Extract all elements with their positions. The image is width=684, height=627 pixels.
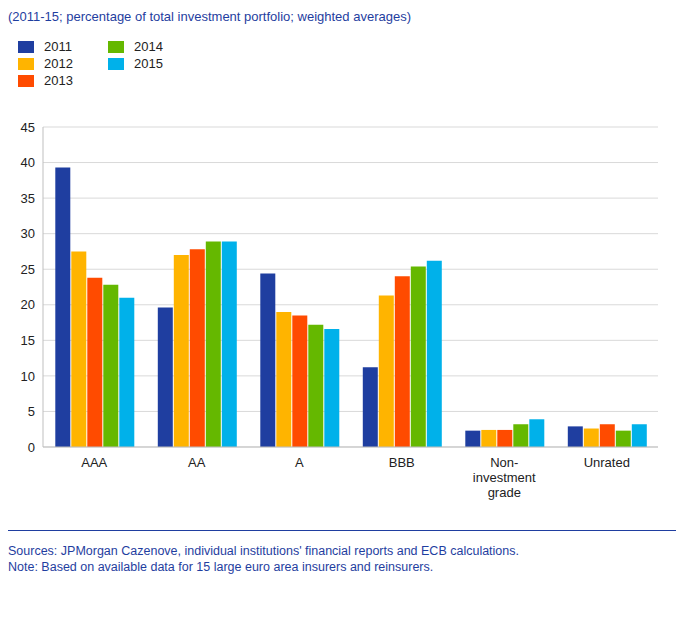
html-text:2013: 2013: [44, 73, 73, 88]
svg-text:35: 35: [21, 191, 35, 206]
html-text:2012: 2012: [44, 56, 73, 71]
html-text:(2011-15; percentage of total: (2011-15; percentage of total investment…: [8, 9, 411, 24]
svg-text:20: 20: [21, 297, 35, 312]
svg-text:AAA: AAA: [81, 455, 107, 470]
html-text:Note: Based on available data: Note: Based on available data for 15 lar…: [8, 560, 434, 574]
svg-text:10: 10: [21, 369, 35, 384]
html-text:2014: 2014: [134, 39, 163, 54]
html-text:Sources: JPMorgan Cazenove, in: Sources: JPMorgan Cazenove, individual i…: [8, 544, 519, 558]
svg-text:AA: AA: [188, 455, 206, 470]
svg-text:40: 40: [21, 155, 35, 170]
svg-text:0: 0: [28, 440, 35, 455]
svg-text:Unrated: Unrated: [584, 455, 630, 470]
html-text:2011: 2011: [44, 39, 72, 54]
html-text:2015: 2015: [134, 56, 163, 71]
svg-text:15: 15: [21, 333, 35, 348]
svg-text:5: 5: [28, 404, 35, 419]
svg-text:25: 25: [21, 262, 35, 277]
svg-text:A: A: [295, 455, 304, 470]
svg-text:45: 45: [21, 120, 35, 135]
svg-text:30: 30: [21, 226, 35, 241]
svg-text:BBB: BBB: [389, 455, 415, 470]
svg-text:Non-investmentgrade: Non-investmentgrade: [473, 455, 536, 500]
